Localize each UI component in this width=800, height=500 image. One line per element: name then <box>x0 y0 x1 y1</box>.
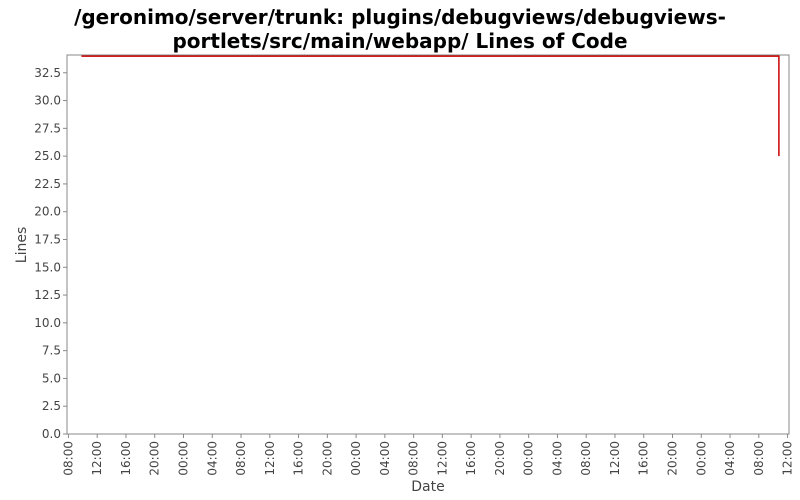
x-tick-label: 20:00 <box>148 441 162 476</box>
y-tick-label: 0.0 <box>42 427 61 441</box>
series-line-0 <box>81 55 780 157</box>
y-tick-label: 32.5 <box>34 66 61 80</box>
y-tick-label: 2.5 <box>42 399 61 413</box>
y-tick-label: 7.5 <box>42 344 61 358</box>
x-tick-label: 00:00 <box>176 441 190 476</box>
series-layer <box>81 55 780 157</box>
x-tick-label: 12:00 <box>608 441 622 476</box>
x-tick-label: 00:00 <box>349 441 363 476</box>
x-tick-label: 08:00 <box>579 441 593 476</box>
x-tick-label: 12:00 <box>90 441 104 476</box>
y-tick-label: 20.0 <box>34 205 61 219</box>
y-axis-label: Lines <box>14 227 30 263</box>
x-tick-label: 04:00 <box>550 441 564 476</box>
x-tick-label: 08:00 <box>61 441 75 476</box>
x-tick-label: 16:00 <box>637 441 651 476</box>
x-axis: 08:00 12:00 16:00 20:00 00:00 04:00 08:00 12:00… <box>61 434 795 476</box>
chart-title: /geronimo/server/trunk: plugins/debugvie… <box>74 5 726 53</box>
y-tick-label: 30.0 <box>34 94 61 108</box>
y-tick-label: 25.0 <box>34 149 61 163</box>
y-tick-label: 27.5 <box>34 121 61 135</box>
x-tick-label: 20:00 <box>493 441 507 476</box>
y-tick-label: 5.0 <box>42 371 61 385</box>
x-tick-label: 12:00 <box>263 441 277 476</box>
x-tick-label: 12:00 <box>435 441 449 476</box>
x-tick-label: 16:00 <box>119 441 133 476</box>
x-tick-label: 16:00 <box>464 441 478 476</box>
y-tick-label: 10.0 <box>34 316 61 330</box>
x-tick-label: 00:00 <box>694 441 708 476</box>
x-tick-label: 16:00 <box>292 441 306 476</box>
x-tick-label: 00:00 <box>522 441 536 476</box>
x-axis-label: Date <box>411 479 444 495</box>
y-axis: 0.0 2.5 5.0 7.5 10.0 12.5 15.0 17.5 20.0 22.5 25.0… <box>34 66 67 441</box>
x-tick-label: 12:00 <box>781 441 795 476</box>
y-tick-label: 12.5 <box>34 288 61 302</box>
plot-area <box>66 54 790 435</box>
x-tick-label: 04:00 <box>723 441 737 476</box>
x-tick-label: 08:00 <box>234 441 248 476</box>
y-tick-label: 15.0 <box>34 260 61 274</box>
x-tick-label: 08:00 <box>407 441 421 476</box>
chart-title-line-1: /geronimo/server/trunk: plugins/debugvie… <box>74 5 726 29</box>
chart-title-line-2: portlets/src/main/webapp/ Lines of Code <box>172 29 627 53</box>
x-tick-label: 08:00 <box>752 441 766 476</box>
x-tick-label: 20:00 <box>666 441 680 476</box>
y-tick-label: 22.5 <box>34 177 61 191</box>
x-tick-label: 04:00 <box>205 441 219 476</box>
x-tick-label: 04:00 <box>378 441 392 476</box>
y-tick-label: 17.5 <box>34 232 61 246</box>
x-tick-label: 20:00 <box>320 441 334 476</box>
